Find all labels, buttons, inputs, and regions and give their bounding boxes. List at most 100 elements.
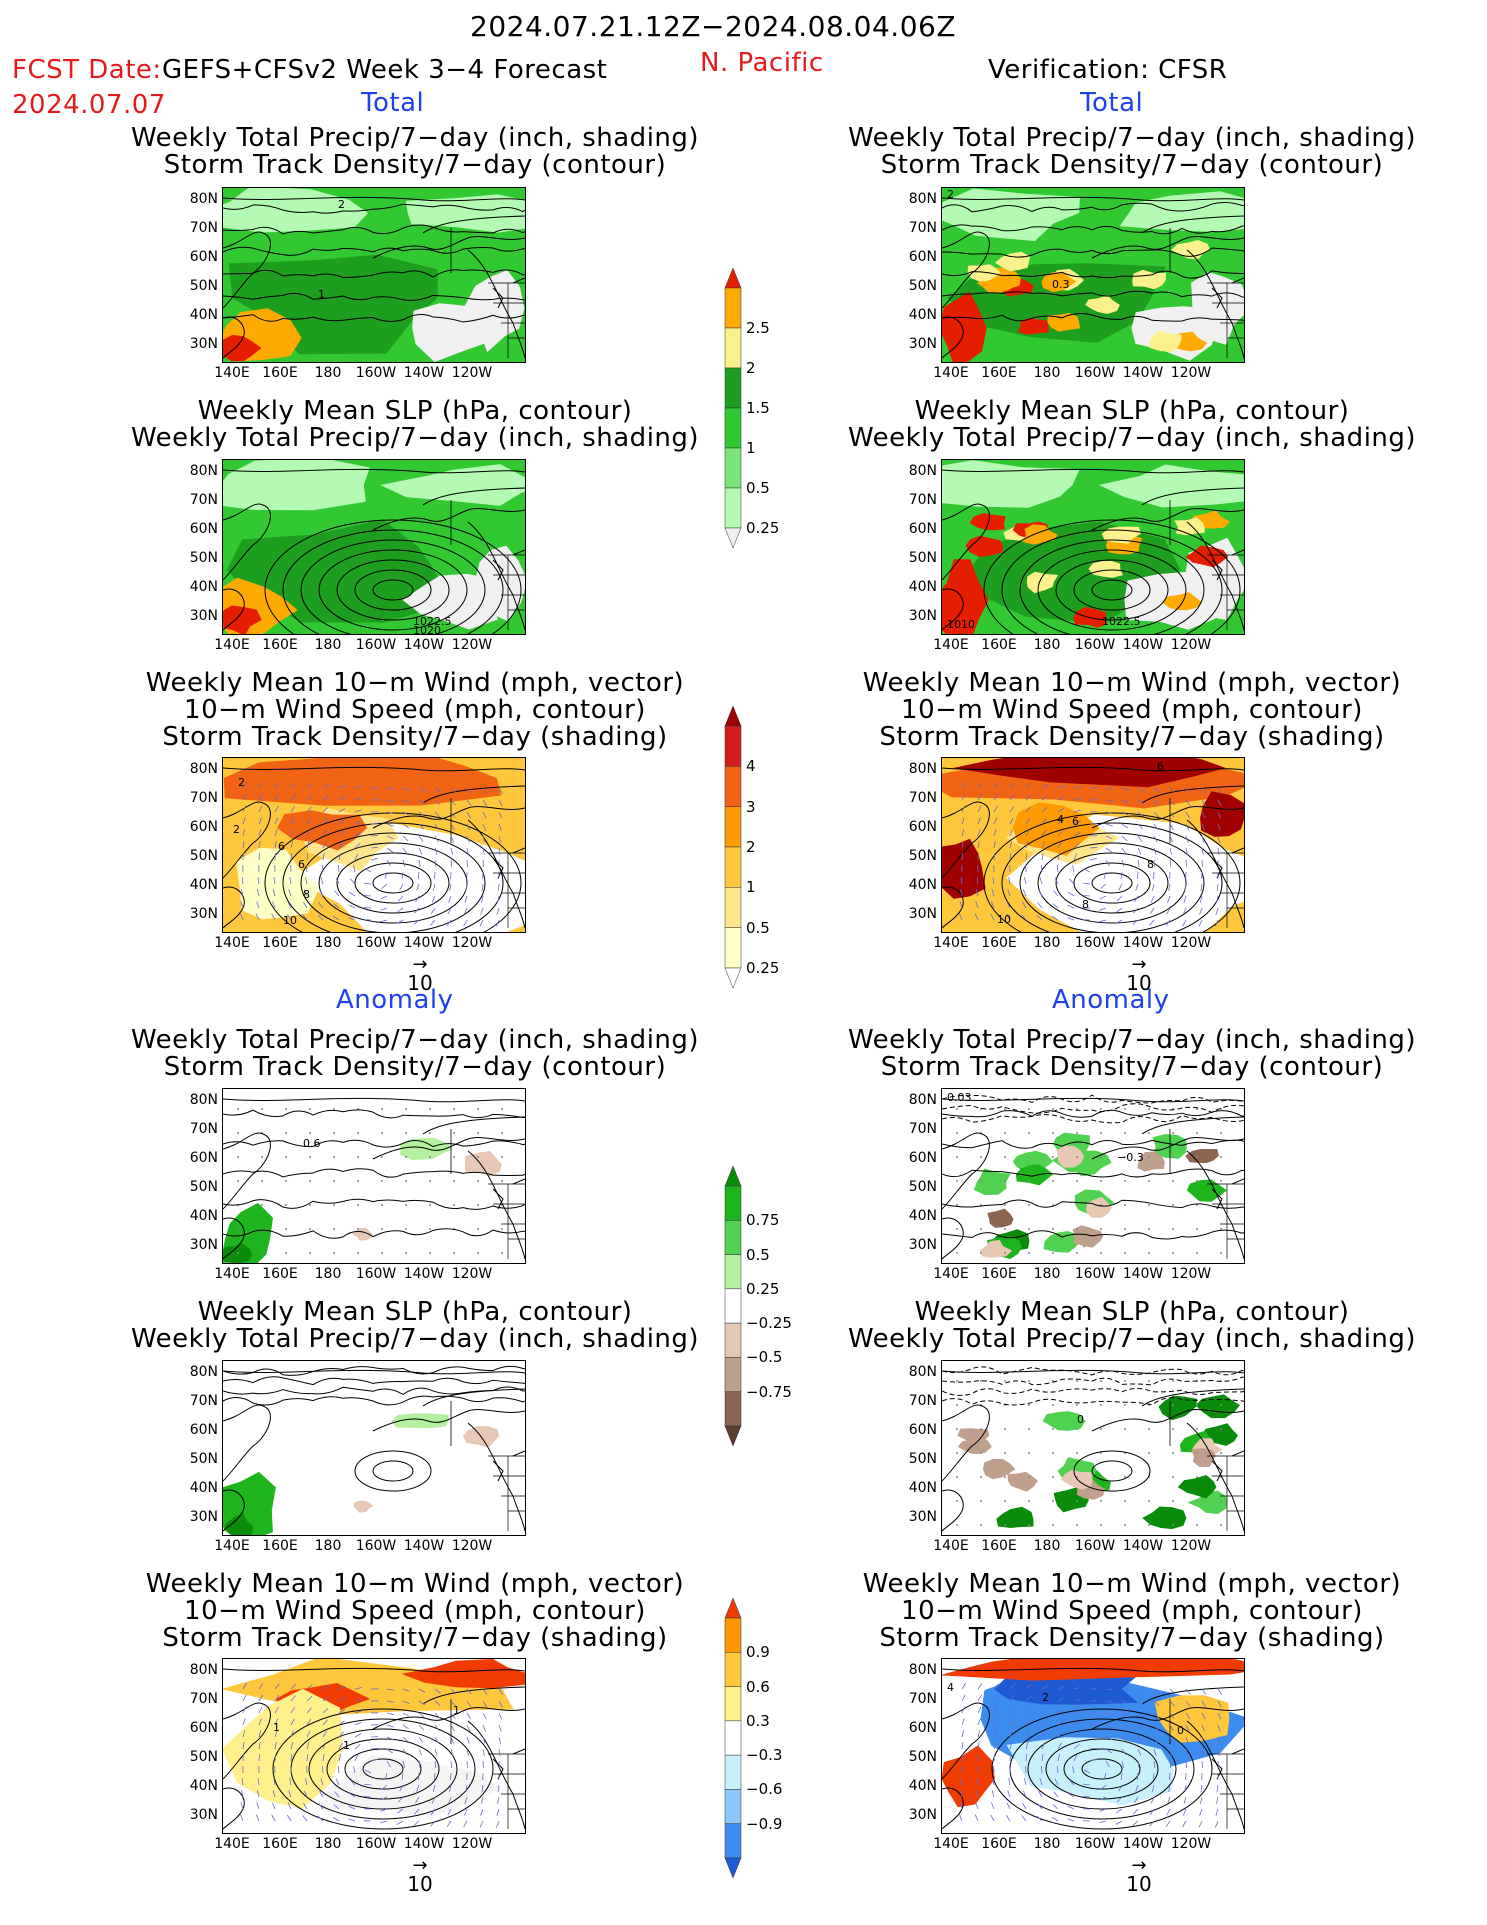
grid-dot	[333, 1156, 335, 1158]
wind-vector	[1057, 819, 1064, 825]
wind-vector	[1082, 1796, 1091, 1798]
grid-dot	[381, 1252, 383, 1254]
wind-vector	[415, 1796, 420, 1804]
wind-vector	[430, 907, 436, 915]
wind-vector	[335, 1778, 340, 1786]
contour-label: 0	[1077, 1413, 1084, 1426]
wind-vector	[240, 1814, 244, 1822]
grid-dot	[1076, 1108, 1078, 1110]
colorbar-segment	[724, 1686, 742, 1722]
wind-vector	[306, 1742, 310, 1750]
coastline	[492, 1748, 525, 1780]
wind-vector	[338, 1720, 345, 1726]
wind-vector	[466, 859, 468, 868]
coastline	[942, 316, 964, 359]
wind-vector	[482, 847, 485, 855]
coastline	[1091, 1137, 1244, 1160]
colorbar-label: 1.5	[746, 399, 770, 417]
state-borders	[1207, 852, 1244, 928]
grid-dot	[333, 1132, 335, 1134]
wind-vector	[1121, 811, 1129, 816]
lon-label: 140W	[1122, 365, 1164, 381]
wind-vector	[434, 1724, 440, 1731]
coastline	[1091, 236, 1244, 259]
wind-vector	[1021, 914, 1027, 921]
wind-vector	[370, 857, 378, 861]
wind-vector	[993, 793, 999, 801]
grid-dot	[405, 1204, 407, 1206]
wind-vector	[258, 1753, 260, 1762]
grid-dot	[956, 1204, 958, 1206]
wind-vector	[305, 1778, 308, 1786]
precip-shading	[942, 559, 989, 634]
wind-vector	[418, 1760, 421, 1768]
lat-label: 70N	[189, 1691, 218, 1707]
lat-label: 50N	[189, 848, 218, 864]
coastline	[1091, 806, 1244, 829]
wind-vector	[302, 914, 308, 921]
wind-vector	[401, 1772, 404, 1780]
wind-vector	[1153, 847, 1157, 855]
lon-label: 160W	[1074, 1836, 1116, 1852]
grid-dot	[1196, 1404, 1198, 1406]
lon-label: 140W	[1122, 1836, 1164, 1852]
contour-line	[362, 1758, 404, 1780]
wind-vector	[338, 1731, 345, 1738]
wind-vector	[1137, 859, 1140, 867]
lon-label: 120W	[1170, 1538, 1212, 1554]
vector-ref-arrow: →	[412, 954, 428, 975]
map-svg: 0.6	[223, 1089, 525, 1263]
wind-vector	[402, 811, 410, 816]
wind-vector	[1201, 835, 1205, 843]
grid-dot	[429, 1252, 431, 1254]
wind-vector	[240, 913, 244, 921]
lat-label: 30N	[189, 608, 218, 624]
lon-label: 140E	[214, 1538, 250, 1554]
wind-vector	[414, 907, 420, 914]
lat-label: 40N	[908, 1208, 937, 1224]
wind-vector	[1118, 883, 1123, 891]
colorbar-segment	[724, 1425, 742, 1446]
wind-vector	[386, 835, 394, 840]
wind-vector	[418, 835, 424, 842]
wind-vector	[463, 907, 468, 915]
wind-vector	[322, 841, 326, 849]
wind-vector	[334, 1791, 340, 1798]
wind-vector	[961, 1694, 966, 1702]
wind-vector	[386, 1748, 393, 1754]
grid-dot	[477, 1132, 479, 1134]
grid-dot	[1028, 1252, 1030, 1254]
lon-label: 160W	[1074, 1266, 1116, 1282]
lon-label: 160E	[981, 1836, 1017, 1852]
grid-dot	[1196, 1228, 1198, 1230]
wind-vector	[242, 1706, 247, 1714]
wind-vector	[1216, 1784, 1219, 1792]
grid-dot	[429, 1180, 431, 1182]
wind-vector	[1185, 1748, 1188, 1756]
wind-vector	[1150, 895, 1155, 903]
wind-vector	[1182, 907, 1187, 915]
grid-dot	[429, 1204, 431, 1206]
colorbar-segment	[724, 487, 742, 529]
wind-vector	[418, 1700, 426, 1706]
wind-vector	[1201, 799, 1207, 807]
coastline	[1141, 1686, 1244, 1705]
colorbar-label: 0.25	[746, 519, 780, 537]
grid-dot	[1004, 1204, 1006, 1206]
grid-dot	[1028, 1452, 1030, 1454]
lat-label: 70N	[908, 1393, 937, 1409]
wind-vector	[1067, 1818, 1075, 1822]
wind-vector	[1185, 835, 1189, 843]
wind-vector	[959, 1802, 963, 1810]
wind-vector	[319, 889, 324, 897]
anom-shading	[1185, 1149, 1219, 1164]
wind-vector	[1217, 1736, 1221, 1744]
lon-label: 120W	[451, 1836, 493, 1852]
wind-vector	[1137, 1724, 1144, 1731]
wind-vector	[992, 877, 995, 885]
wind-vector	[1200, 883, 1203, 891]
grid-dot	[1100, 1156, 1102, 1158]
wind-vector	[370, 1758, 378, 1762]
precip-shading	[1047, 313, 1081, 332]
lon-label: 140W	[403, 1836, 445, 1852]
